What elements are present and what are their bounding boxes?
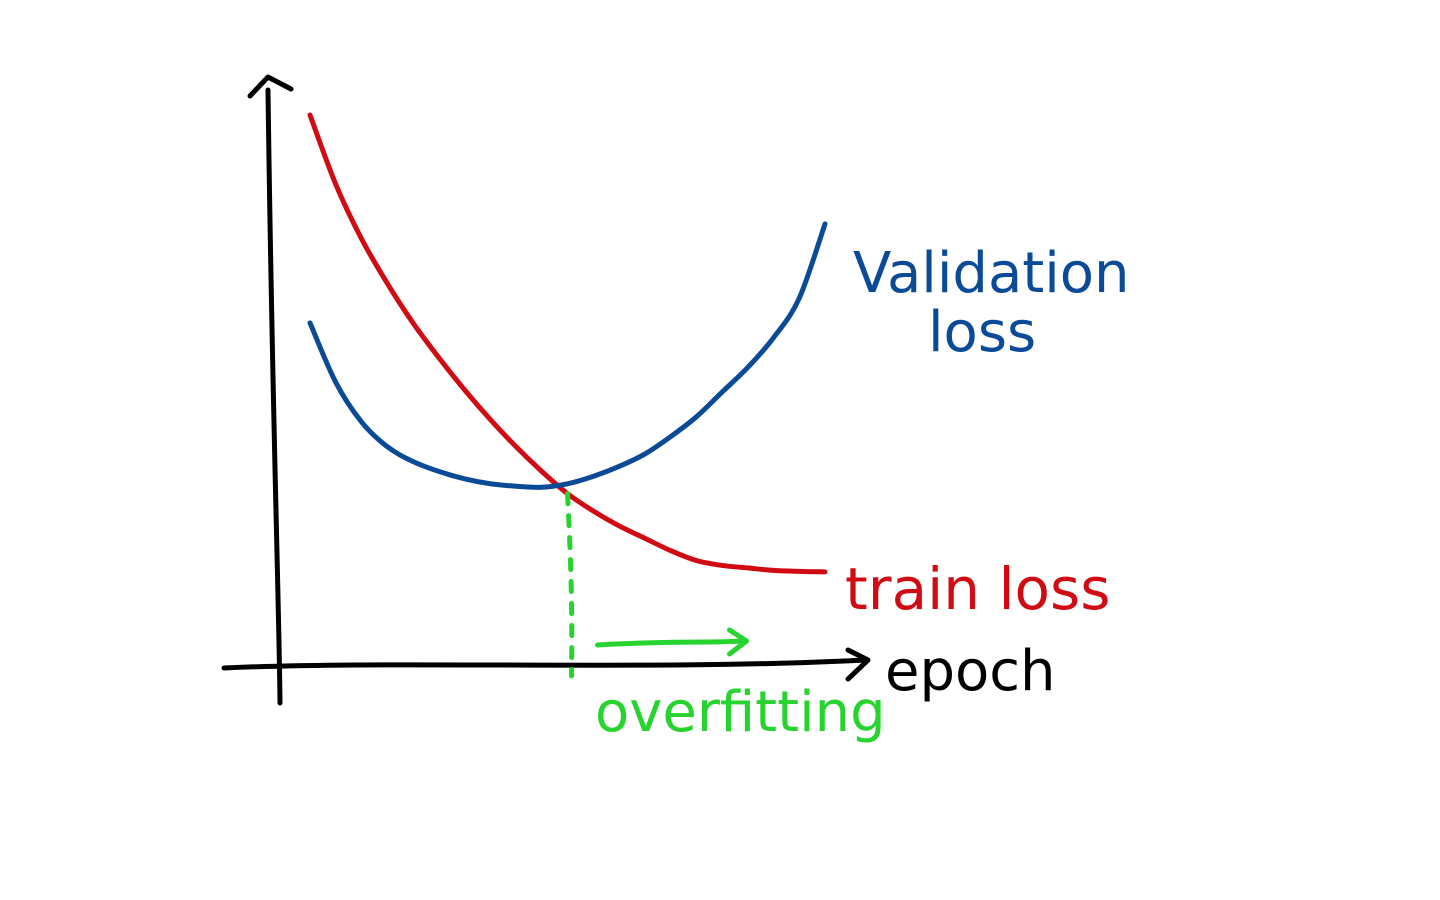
validation-loss-label-line2: loss <box>928 300 1036 365</box>
x-axis <box>221 657 868 671</box>
overfitting-arrowhead-icon <box>727 627 749 657</box>
axes <box>221 74 871 706</box>
train-loss-label: train loss <box>845 555 1110 623</box>
x-axis-arrow-icon <box>845 647 871 682</box>
validation-loss-line <box>307 221 828 490</box>
overfitting-dashed-line <box>565 491 575 679</box>
overfitting-arrow-icon <box>595 638 746 648</box>
overfitting-label: overfitting <box>595 680 886 745</box>
y-axis <box>265 87 283 706</box>
x-axis-label: epoch <box>885 639 1056 704</box>
y-axis-arrow-icon <box>247 74 294 99</box>
overfitting-annotation <box>565 491 749 679</box>
validation-loss-label-line1: Validation <box>853 241 1130 306</box>
